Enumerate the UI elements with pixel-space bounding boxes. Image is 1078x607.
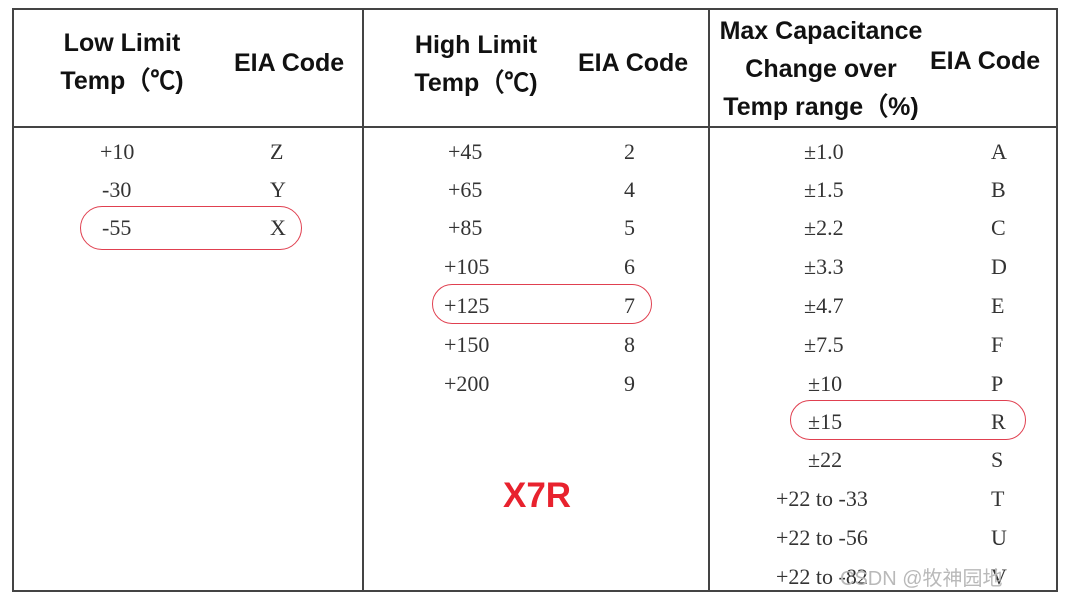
high-limit-temp-value: +105: [444, 254, 490, 279]
highlight-circle-capacitance-change: [790, 400, 1026, 440]
change-code-value: P: [991, 371, 1004, 396]
highlight-circle-low-limit: [80, 206, 302, 250]
high-limit-temp-header: High Limit Temp（℃): [414, 31, 538, 97]
capacitance-change-value: ±10: [808, 371, 843, 396]
capacitance-change-value: ±3.3: [804, 254, 844, 279]
change-code-value: A: [991, 139, 1007, 164]
capacitance-change-value: ±15: [808, 409, 843, 434]
high-limit-temp-value: +200: [444, 371, 490, 396]
capacitance-change-value: +22 to -82: [776, 564, 868, 589]
low-limit-temp-value: -30: [102, 177, 132, 202]
change-eia-code-header: EIA Code: [930, 47, 1041, 75]
high-limit-temp-value: +45: [448, 139, 483, 164]
column-divider: [362, 10, 364, 590]
max-capacitance-change-header: Max Capacitance Change over Temp range（%…: [719, 17, 923, 121]
change-code-value: C: [991, 215, 1006, 240]
low-limit-temp-value: +10: [100, 139, 135, 164]
change-code-value: U: [991, 525, 1007, 550]
capacitance-change-value: +22 to -56: [776, 525, 868, 550]
change-code-value: V: [991, 564, 1007, 589]
high-limit-code-value: 8: [624, 332, 635, 357]
high-limit-code-value: 7: [624, 293, 635, 318]
change-code-value: D: [991, 254, 1007, 279]
high-limit-temp-value: +85: [448, 215, 483, 240]
change-code-value: F: [991, 332, 1004, 357]
high-limit-code-value: 5: [624, 215, 635, 240]
capacitance-change-value: ±1.5: [804, 177, 844, 202]
high-limit-temp-value: +150: [444, 332, 490, 357]
change-code-value: B: [991, 177, 1006, 202]
header-divider: [14, 126, 1056, 128]
high-limit-code-value: 6: [624, 254, 635, 279]
capacitance-change-value: ±1.0: [804, 139, 844, 164]
low-limit-temp-value: -55: [102, 215, 132, 240]
column-divider: [708, 10, 710, 590]
change-code-value: E: [991, 293, 1005, 318]
change-code-value: S: [991, 447, 1004, 472]
low-limit-code-value: Y: [270, 177, 286, 202]
capacitance-change-value: ±7.5: [804, 332, 844, 357]
high-limit-code-value: 2: [624, 139, 635, 164]
high-limit-temp-value: +65: [448, 177, 483, 202]
high-limit-code-value: 4: [624, 177, 635, 202]
eia-code-table: Low Limit Temp（℃) EIA Code High Limit Te…: [12, 8, 1058, 592]
capacitance-change-value: ±2.2: [804, 215, 844, 240]
capacitance-change-value: ±4.7: [804, 293, 844, 318]
highlight-circle-high-limit: [432, 284, 652, 324]
x7r-label: X7R: [503, 476, 572, 515]
change-code-value: T: [991, 486, 1005, 511]
low-limit-code-value: Z: [270, 139, 284, 164]
capacitance-change-value: +22 to -33: [776, 486, 868, 511]
high-limit-code-value: 9: [624, 371, 635, 396]
low-limit-temp-header: Low Limit Temp（℃): [60, 29, 184, 95]
low-limit-eia-code-header: EIA Code: [234, 49, 345, 77]
high-limit-eia-code-header: EIA Code: [578, 49, 689, 77]
watermark: CSDN @牧神园地: [840, 568, 1003, 590]
capacitance-change-value: ±22: [808, 447, 843, 472]
change-code-value: R: [991, 409, 1006, 434]
